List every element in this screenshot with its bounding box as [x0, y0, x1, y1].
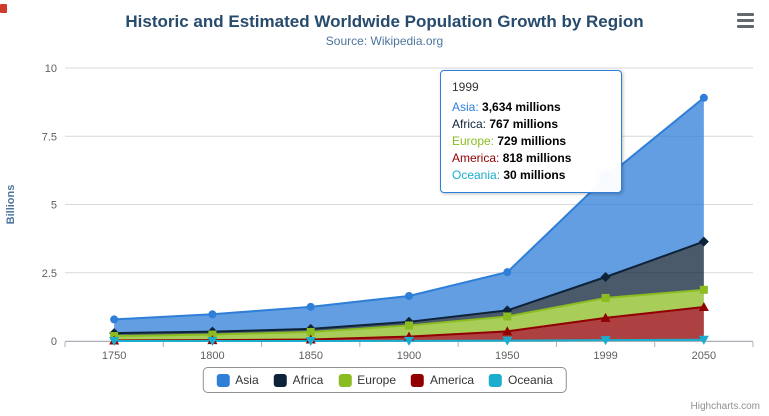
- x-axis-label: 1800: [200, 350, 224, 362]
- legend-symbol-asia: [216, 373, 230, 387]
- marker-oceania[interactable]: [502, 336, 513, 346]
- x-axis-label: 1750: [102, 350, 126, 362]
- marker-europe[interactable]: [601, 293, 610, 302]
- marker-oceania[interactable]: [109, 336, 120, 346]
- marker-oceania[interactable]: [305, 336, 316, 346]
- legend-symbol-europe: [338, 373, 352, 387]
- y-axis-label: 10: [45, 63, 57, 75]
- marker-oceania[interactable]: [207, 336, 218, 346]
- series-area-america[interactable]: [114, 306, 704, 341]
- hamburger-icon-bar: [737, 25, 754, 28]
- tooltip-row-oceania: Oceania: 30 millions: [452, 167, 610, 184]
- marker-oceania[interactable]: [698, 335, 709, 345]
- legend-label: Oceania: [508, 373, 553, 387]
- marker-europe[interactable]: [306, 327, 315, 336]
- legend-item-europe[interactable]: Europe: [338, 373, 396, 387]
- y-axis-label: 2.5: [42, 268, 57, 280]
- marker-africa[interactable]: [698, 236, 709, 247]
- marker-america[interactable]: [698, 301, 709, 311]
- tooltip-series-name: America:: [452, 151, 503, 165]
- chart-subtitle: Source: Wikipedia.org: [325, 34, 444, 48]
- screen-artifact: [0, 4, 7, 13]
- legend-label: Europe: [357, 373, 397, 387]
- marker-asia[interactable]: [306, 302, 315, 311]
- marker-america[interactable]: [600, 312, 611, 322]
- tooltip: 1999 Asia: 3,634 millions Africa: 767 mil…: [440, 70, 622, 193]
- y-axis-label: 0: [51, 336, 57, 348]
- x-axis-label: 1950: [495, 350, 519, 362]
- legend-item-africa[interactable]: Africa: [273, 373, 324, 387]
- tooltip-row-europe: Europe: 729 millions: [452, 133, 610, 150]
- legend-item-america[interactable]: America: [411, 373, 474, 387]
- tooltip-series-name: Asia:: [452, 100, 483, 114]
- legend-symbol-america: [411, 373, 425, 387]
- marker-asia[interactable]: [208, 310, 217, 319]
- tooltip-series-value: 30 millions: [503, 168, 566, 182]
- marker-africa[interactable]: [600, 272, 611, 283]
- tooltip-series-name: Africa:: [452, 117, 490, 131]
- x-axis-label: 2050: [692, 350, 716, 362]
- tooltip-rows: Asia: 3,634 millions Africa: 767 millions…: [452, 99, 610, 184]
- tooltip-series-value: 767 millions: [489, 117, 559, 131]
- legend-label: Asia: [235, 373, 259, 387]
- hamburger-icon-bar: [737, 13, 754, 16]
- legend-label: America: [430, 373, 475, 387]
- x-axis-label: 1850: [298, 350, 322, 362]
- marker-oceania[interactable]: [600, 336, 611, 346]
- marker-asia[interactable]: [110, 315, 119, 324]
- marker-europe[interactable]: [405, 321, 413, 330]
- marker-europe[interactable]: [503, 312, 512, 321]
- legend-label: Africa: [292, 373, 324, 387]
- tooltip-series-name: Europe:: [452, 134, 498, 148]
- marker-asia[interactable]: [503, 268, 512, 277]
- series-area-africa[interactable]: [114, 241, 704, 337]
- x-axis-label: 1900: [397, 350, 421, 362]
- chart-title: Historic and Estimated Worldwide Populat…: [125, 12, 644, 31]
- hamburger-icon-bar: [737, 19, 754, 22]
- tooltip-row-africa: Africa: 767 millions: [452, 116, 610, 133]
- credits-link[interactable]: Highcharts.com: [690, 401, 760, 412]
- tooltip-series-value: 729 millions: [497, 134, 567, 148]
- marker-america[interactable]: [502, 326, 513, 336]
- series-area-asia[interactable]: [114, 97, 704, 334]
- x-axis-label: 1999: [593, 350, 617, 362]
- tooltip-row-america: America: 818 millions: [452, 150, 610, 167]
- tooltip-series-value: 3,634 millions: [482, 100, 561, 114]
- tooltip-row-asia: Asia: 3,634 millions: [452, 99, 610, 116]
- legend-item-asia[interactable]: Asia: [216, 373, 259, 387]
- legend-item-oceania[interactable]: Oceania: [489, 373, 553, 387]
- tooltip-series-name: Oceania:: [452, 168, 504, 182]
- legend-symbol-oceania: [489, 373, 503, 387]
- legend: Asia Africa Europe America Oceania: [202, 367, 567, 393]
- marker-europe[interactable]: [208, 330, 217, 339]
- marker-asia[interactable]: [405, 291, 413, 300]
- marker-oceania[interactable]: [404, 336, 414, 346]
- marker-europe[interactable]: [699, 285, 708, 294]
- export-menu-button[interactable]: [737, 13, 756, 28]
- y-axis-label: 7.5: [42, 131, 57, 143]
- tooltip-header: 1999: [452, 80, 479, 94]
- legend-symbol-africa: [273, 373, 287, 387]
- y-axis-title: Billions: [5, 185, 17, 225]
- y-axis-label: 5: [51, 200, 57, 212]
- tooltip-series-value: 818 millions: [502, 151, 572, 165]
- marker-asia[interactable]: [699, 93, 708, 102]
